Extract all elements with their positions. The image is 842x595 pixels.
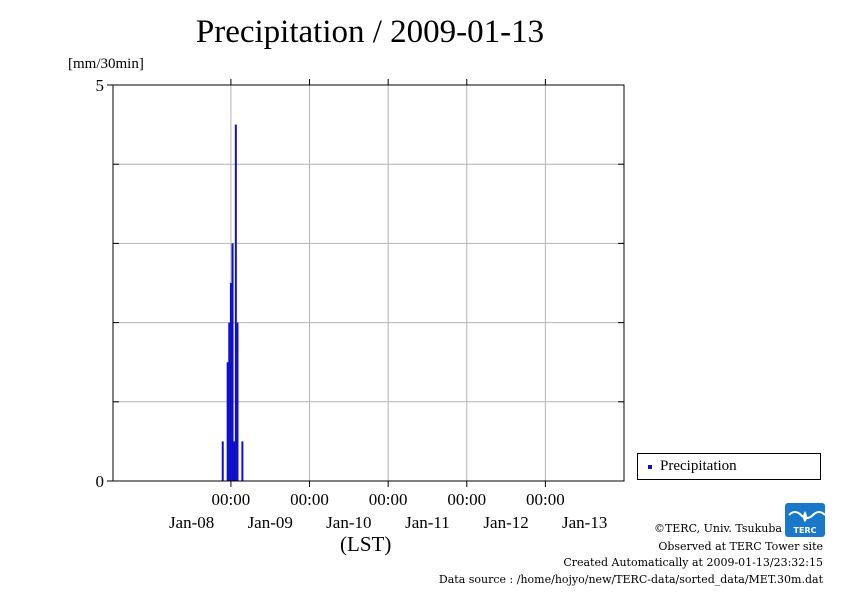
footer-site: Observed at TERC Tower site: [658, 540, 823, 553]
grid-lines: [113, 85, 624, 481]
x-tick-date-label: Jan-12: [483, 513, 528, 532]
legend-swatch-precipitation: [648, 465, 652, 469]
x-tick-time-label: 00:00: [212, 490, 251, 509]
footer-source: Data source : /home/hojyo/new/TERC-data/…: [438, 573, 823, 586]
plot-area: [113, 85, 624, 481]
footer-created: Created Automatically at 2009-01-13/23:3…: [563, 556, 823, 569]
x-tick-date-label: Jan-09: [248, 513, 293, 532]
x-tick-date-label: Jan-11: [405, 513, 450, 532]
svg-text:TERC: TERC: [794, 526, 817, 535]
x-tick-time-label: 00:00: [526, 490, 565, 509]
plot-frame: [112, 84, 625, 482]
axis-ticks: 0 5 00:00 Jan-08 00:00 Jan-09 00:00 Jan-10 00:00…: [96, 76, 624, 532]
legend: Precipitation: [637, 453, 821, 480]
precipitation-bars: [221, 124, 244, 481]
y-tick-label: 5: [96, 76, 105, 95]
x-tick-date-label: Jan-13: [562, 513, 607, 532]
x-tick-time-label: 00:00: [447, 490, 486, 509]
legend-label-precipitation: Precipitation: [660, 458, 737, 474]
terc-logo-icon: TERC: [785, 503, 825, 537]
footer-credit: ©TERC, Univ. Tsukuba: [653, 522, 782, 535]
y-tick-label: 0: [96, 472, 105, 491]
x-axis-label: (LST): [340, 532, 392, 556]
x-tick-time-label: 00:00: [290, 490, 329, 509]
x-tick-date-label: Jan-10: [326, 513, 371, 532]
y-axis-unit-label: [mm/30min]: [68, 56, 144, 72]
x-tick-time-label: 00:00: [369, 490, 408, 509]
x-tick-date-label: Jan-08: [169, 513, 214, 532]
chart-title: Precipitation / 2009-01-13: [195, 14, 545, 50]
